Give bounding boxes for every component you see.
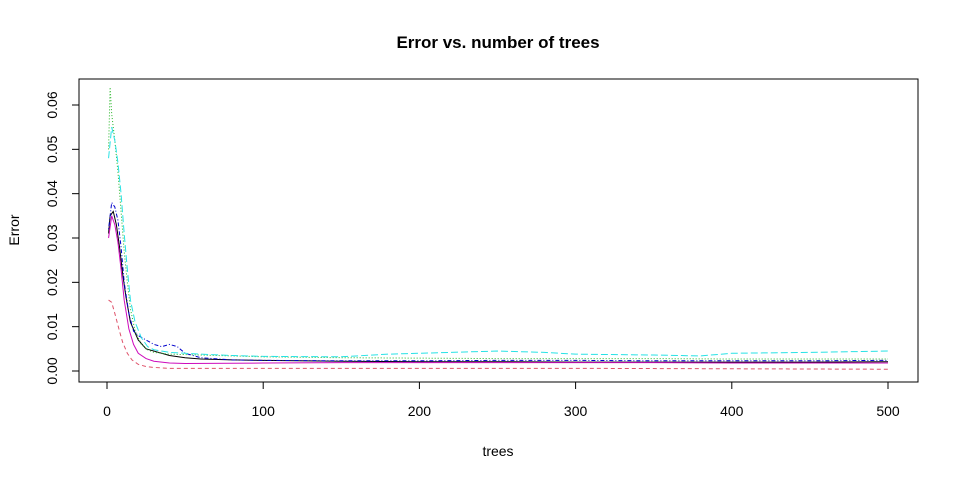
x-tick-label-300: 300 xyxy=(564,403,588,419)
y-tick-label-0: 0.00 xyxy=(44,357,60,384)
series-layer xyxy=(108,87,889,370)
chart-title: Error vs. number of trees xyxy=(396,33,599,52)
y-tick-label-6: 0.06 xyxy=(44,91,60,118)
series-line-3 xyxy=(108,87,888,360)
y-axis-label: Error xyxy=(6,214,22,245)
x-tick-label-200: 200 xyxy=(408,403,432,419)
series-line-4 xyxy=(108,201,889,362)
x-tick-label-0: 0 xyxy=(103,403,111,419)
y-tick-label-3: 0.03 xyxy=(44,224,60,251)
x-tick-label-100: 100 xyxy=(252,403,276,419)
series-line-5 xyxy=(108,127,889,358)
series-line-6 xyxy=(108,215,888,364)
y-axis: 0.00 0.01 0.02 0.03 0.04 0.05 0.06 xyxy=(44,91,80,385)
y-tick-label-1: 0.01 xyxy=(44,313,60,340)
series-line-2 xyxy=(108,299,889,370)
y-tick-label-5: 0.05 xyxy=(44,135,60,162)
x-tick-label-500: 500 xyxy=(876,403,900,419)
x-tick-label-400: 400 xyxy=(720,403,744,419)
y-tick-label-4: 0.04 xyxy=(44,180,60,207)
x-axis: 0 100 200 300 400 500 xyxy=(103,381,900,419)
plot-area-box xyxy=(78,78,919,383)
x-axis-label: trees xyxy=(482,443,513,459)
series-line-1 xyxy=(108,210,889,363)
y-tick-label-2: 0.02 xyxy=(44,268,60,295)
